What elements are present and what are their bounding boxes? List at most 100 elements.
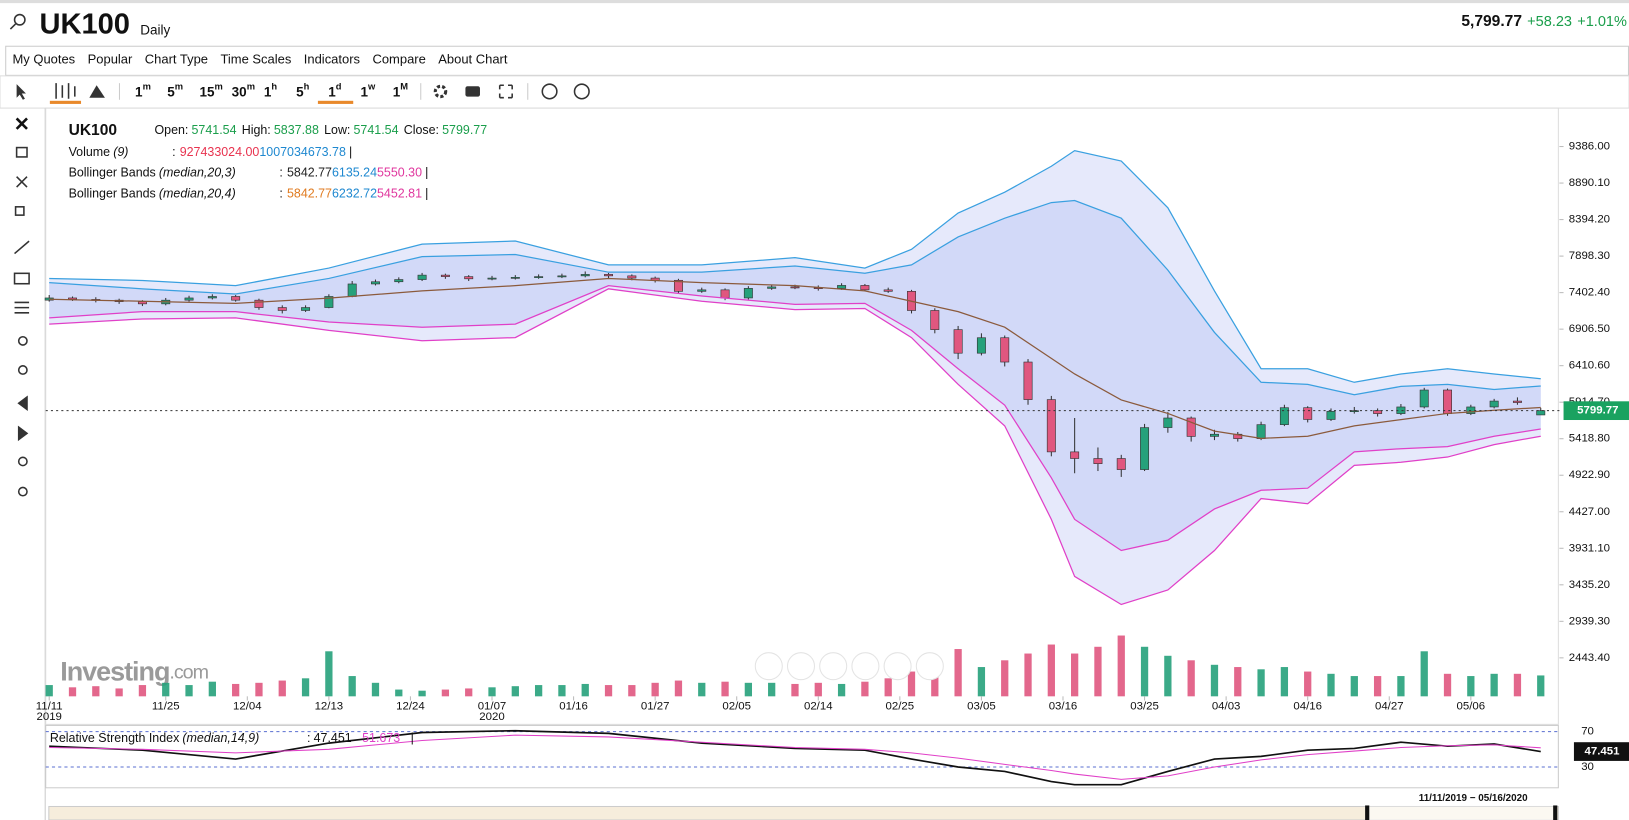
volume-bar: [1117, 635, 1125, 697]
rsi-value: 47.451: [314, 731, 352, 745]
zoom-button[interactable]: [819, 652, 848, 681]
tool[interactable]: [14, 301, 30, 314]
volume-bar: [1443, 673, 1452, 697]
tool[interactable]: [17, 425, 29, 442]
navigator-handle[interactable]: [1365, 805, 1370, 820]
zoom-button[interactable]: [883, 652, 912, 681]
volume-bar: [674, 680, 683, 697]
y-tick-label: 2939.30: [1569, 615, 1610, 627]
tool[interactable]: [17, 335, 28, 346]
candle-body: [534, 276, 544, 278]
menu-item[interactable]: Popular: [88, 52, 133, 67]
download[interactable]: [541, 83, 558, 100]
legend-indicator: Bollinger Bands (median,20,4):5842.776232…: [69, 187, 429, 201]
candle-body: [767, 286, 777, 289]
timeframe[interactable]: 1h: [264, 82, 278, 99]
volume-bar: [45, 685, 53, 697]
candle-body: [1489, 400, 1499, 408]
menu-item[interactable]: Compare: [372, 52, 425, 67]
timeframe[interactable]: 1d: [328, 82, 342, 99]
navigator-handle[interactable]: [1553, 805, 1558, 820]
tool[interactable]: [15, 146, 28, 158]
menu-item[interactable]: My Quotes: [12, 52, 75, 67]
camera[interactable]: [465, 86, 480, 97]
menu-item[interactable]: About Chart: [438, 52, 508, 67]
tool[interactable]: [17, 395, 28, 412]
menu-bar: [5, 45, 1629, 76]
timeframe-active: [317, 100, 354, 104]
zoom-button[interactable]: [851, 652, 880, 681]
change: +58.23: [1527, 14, 1572, 30]
timeframe[interactable]: 5m: [167, 82, 183, 99]
navigator: [48, 805, 1559, 820]
volume-bar: [232, 683, 240, 697]
tool[interactable]: [17, 486, 28, 497]
indicator-value: 5842.77: [287, 166, 332, 180]
candle-body: [417, 274, 427, 280]
volume-bar: [698, 682, 706, 697]
tool[interactable]: [16, 176, 28, 188]
zoom-button[interactable]: [915, 652, 944, 681]
settings[interactable]: [433, 84, 448, 99]
fullscreen[interactable]: [498, 84, 513, 99]
volume-bar: [1047, 644, 1055, 697]
legend-field-label: Close:: [404, 123, 439, 137]
tool[interactable]: [14, 240, 30, 255]
volume-bar: [1140, 646, 1149, 697]
y-tick-label: 7402.40: [1569, 287, 1610, 299]
band-fill-outer: [49, 150, 1541, 605]
x-tick-label: 01/27: [641, 701, 670, 713]
volume-bar: [441, 689, 450, 697]
zoom-button[interactable]: [786, 652, 816, 681]
legend-symbol: UK100: [69, 122, 118, 139]
upload[interactable]: [573, 83, 590, 100]
candle-body: [790, 286, 800, 289]
menu-item[interactable]: Time Scales: [220, 52, 291, 67]
zoom-button[interactable]: [754, 652, 783, 681]
tool[interactable]: [13, 272, 30, 285]
legend-field-label: Open:: [154, 123, 188, 137]
rsi-panel: [45, 724, 1559, 789]
legend-field-label: Low:: [324, 123, 350, 137]
menu-item[interactable]: Indicators: [304, 52, 361, 67]
tool[interactable]: [14, 206, 25, 216]
menu-item[interactable]: Chart Type: [145, 52, 208, 67]
rsi-line: [49, 729, 1541, 786]
volume-bar: [1467, 676, 1475, 697]
pointer-tool[interactable]: [16, 84, 26, 100]
volume-bar: [418, 690, 426, 697]
indicator-sep: :: [279, 166, 282, 180]
rsi-sep: :: [307, 731, 310, 745]
timeframe[interactable]: 15m: [199, 82, 222, 99]
volume-bar: [558, 685, 566, 697]
x-tick-label: 02/25: [886, 701, 915, 713]
plot-border: [45, 107, 1559, 725]
search-icon[interactable]: [13, 13, 26, 26]
area-type[interactable]: [89, 85, 105, 98]
timeframe[interactable]: 1m: [135, 82, 151, 99]
tool[interactable]: [17, 365, 28, 375]
timeframe[interactable]: 1M: [393, 82, 409, 99]
volume-bar: [907, 671, 916, 697]
close-tool[interactable]: [15, 117, 28, 130]
x-tick-label: 05/06: [1457, 701, 1486, 713]
candle-type[interactable]: [55, 83, 76, 99]
toolbar: [0, 75, 1629, 109]
tool[interactable]: [17, 456, 28, 467]
timeframe[interactable]: 1w: [360, 82, 376, 99]
candle-body: [1093, 458, 1103, 464]
volume-bar: [488, 687, 496, 697]
x-tick-label: 11/11: [36, 701, 63, 713]
candle-body: [953, 329, 963, 354]
volume-bar: [1304, 671, 1312, 697]
x-year-label: 2019: [36, 711, 61, 723]
timeframe[interactable]: 5h: [296, 82, 310, 99]
symbol: UK100: [39, 9, 129, 41]
x-year-label: 2020: [479, 711, 504, 723]
candle-body: [580, 274, 590, 277]
quote: 5,799.77 +58.23 +1.01%: [1461, 13, 1627, 30]
chart-type-active: [49, 100, 82, 104]
volume-bar: [768, 682, 776, 697]
candle-body: [1443, 389, 1452, 414]
timeframe[interactable]: 30m: [232, 82, 255, 99]
